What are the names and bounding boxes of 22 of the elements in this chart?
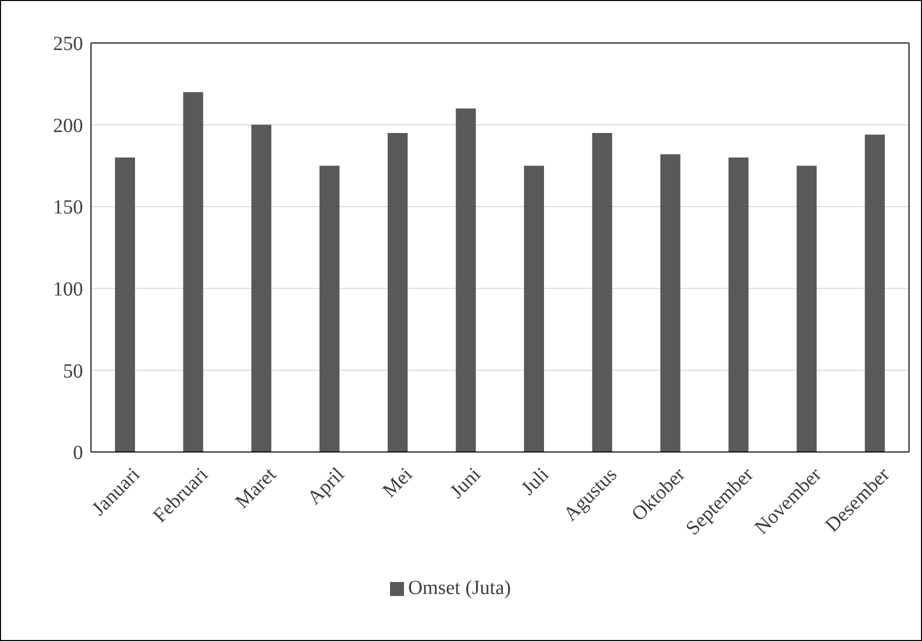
x-tick-label: Juni [446, 463, 486, 503]
y-tick-label: 150 [53, 196, 83, 219]
bar [183, 92, 204, 452]
bar [115, 158, 135, 452]
bar [524, 166, 544, 452]
y-tick-label: 250 [53, 33, 83, 56]
bar [388, 132, 408, 452]
bar [864, 134, 885, 452]
bar [796, 166, 817, 452]
x-tick-label: Juli [517, 463, 554, 500]
legend-label: Omset (Juta) [408, 577, 511, 599]
bar [660, 154, 680, 452]
x-tick-label: Mei [378, 463, 418, 502]
bar [728, 158, 748, 452]
y-tick-label: 50 [63, 360, 83, 382]
bar [251, 124, 272, 452]
bar [456, 108, 476, 452]
y-tick-label: 0 [73, 442, 83, 464]
bar [592, 132, 612, 452]
y-tick-label: 200 [53, 114, 83, 137]
y-tick-label: 100 [53, 278, 83, 300]
bar [320, 166, 340, 452]
